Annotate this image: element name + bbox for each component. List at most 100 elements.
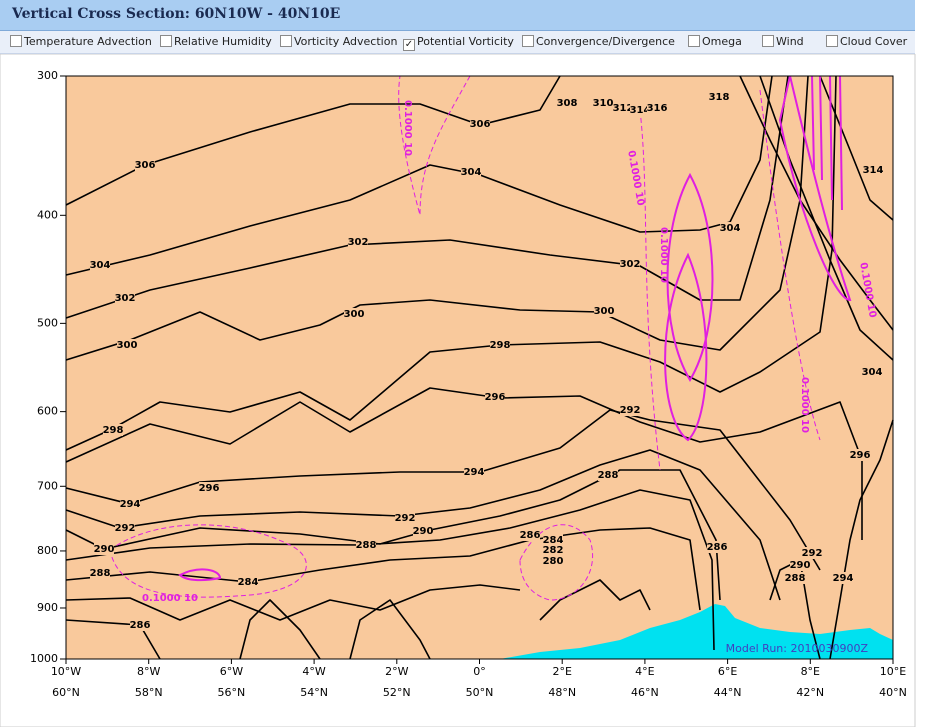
contour-label: 304 [862, 367, 883, 378]
x-tick-label: 4°W [302, 665, 325, 678]
y-tick-label: 400 [37, 208, 58, 221]
isentrope [819, 75, 894, 221]
contour-label: 282 [543, 545, 564, 556]
y-tick-label: 500 [37, 316, 58, 329]
checkbox[interactable] [522, 35, 534, 47]
contour-label-bg [117, 339, 137, 351]
contour-label-bg [543, 555, 563, 567]
contour-label-bg [613, 102, 633, 114]
contour-label-bg [461, 166, 481, 178]
x-tick-label: 8°W [137, 665, 160, 678]
isentrope [739, 75, 894, 331]
contour-label: 284 [238, 577, 259, 588]
terrain [500, 604, 893, 659]
isentrope [539, 579, 651, 621]
option-checkbox[interactable]: Omega [688, 35, 742, 48]
x-tick-label-lat: 44°N [714, 686, 742, 699]
contour-label: 310 [593, 98, 614, 109]
x-tick-label-lat: 50°N [466, 686, 494, 699]
option-checkbox[interactable]: Convergence/Divergence [522, 35, 675, 48]
contour-label-bg [103, 424, 123, 436]
option-label[interactable]: Potential Vorticity [417, 35, 514, 48]
x-tick-label: 6°E [718, 665, 737, 678]
contour-label-bg [594, 305, 614, 317]
checkbox[interactable] [762, 35, 774, 47]
checkbox[interactable] [280, 35, 292, 47]
checkbox[interactable] [688, 35, 700, 47]
annotation: Model Run: 2010030900Z [726, 642, 869, 655]
option-label[interactable]: Wind [776, 35, 804, 48]
contour-label: 286 [130, 620, 151, 631]
isentrope [65, 489, 715, 651]
contour-label: 292 [620, 405, 641, 416]
contour-label: 294 [833, 573, 854, 584]
contour-label: 312 [613, 103, 634, 114]
contour-label: 302 [115, 293, 136, 304]
pv-contour [664, 252, 708, 442]
checkbox[interactable] [160, 35, 172, 47]
isentrope [65, 75, 561, 206]
pv-contour [666, 172, 714, 382]
option-checkbox[interactable]: Vorticity Advection [280, 35, 397, 48]
x-tick-label-lat: 54°N [300, 686, 328, 699]
pv-contour [778, 75, 852, 302]
chart: 3063043023002982942962922902882842863023… [0, 54, 916, 727]
contour-label-bg [115, 522, 135, 534]
contour-label-bg [90, 259, 110, 271]
option-checkbox[interactable]: Relative Humidity [160, 35, 272, 48]
contour-label: 296 [199, 483, 220, 494]
contour-label-bg [94, 543, 114, 555]
option-checkbox[interactable]: Wind [762, 35, 804, 48]
option-label[interactable]: Temperature Advection [24, 35, 152, 48]
options-bar: Temperature Advection Relative Humidity Vo… [0, 31, 915, 54]
x-tick-label-lat: 58°N [135, 686, 163, 699]
pv-label: 0.1000 10 [402, 100, 413, 156]
isentrope [65, 469, 721, 601]
checkbox[interactable]: ✓ [403, 39, 415, 51]
option-checkbox[interactable]: Temperature Advection [10, 35, 152, 48]
y-tick-label: 600 [37, 405, 58, 418]
option-label[interactable]: Omega [702, 35, 742, 48]
contour-label-bg [790, 559, 810, 571]
contour-label-bg [620, 258, 640, 270]
option-label[interactable]: Vorticity Advection [294, 35, 398, 48]
isentrope [239, 599, 321, 660]
option-label[interactable]: Convergence/Divergence [536, 35, 675, 48]
contour-label-bg [598, 469, 618, 481]
pv-contour [639, 89, 821, 471]
option-label[interactable]: Relative Humidity [174, 35, 272, 48]
x-tick-label-lat: 40°N [879, 686, 907, 699]
contour-label: 314 [863, 165, 884, 176]
checkbox[interactable] [826, 35, 838, 47]
contour-label-bg [348, 236, 368, 248]
contour-label-bg [785, 572, 805, 584]
contour-label-bg [647, 102, 667, 114]
contour-label-bg [862, 366, 882, 378]
contour-label-bg [470, 118, 490, 130]
checkbox[interactable] [10, 35, 22, 47]
contour-label-bg [620, 404, 640, 416]
isentrope [829, 419, 894, 660]
isentrope [349, 599, 431, 660]
x-tick-label-lat: 56°N [218, 686, 246, 699]
option-checkbox[interactable]: ✓ Potential Vorticity [403, 35, 514, 51]
contour-label: 290 [413, 526, 434, 537]
contour-label: 288 [356, 540, 377, 551]
contour-label: 288 [90, 568, 111, 579]
contour-label-bg [356, 539, 376, 551]
contour-label-bg [709, 91, 729, 103]
contour-label: 290 [94, 544, 115, 555]
contour-label-bg [863, 164, 883, 176]
contour-label: 304 [90, 260, 111, 271]
x-tick-label-lat: 42°N [796, 686, 824, 699]
contour-label-bg [199, 482, 219, 494]
option-label[interactable]: Cloud Cover [840, 35, 908, 48]
contour-label: 286 [520, 530, 541, 541]
y-tick-label: 900 [37, 601, 58, 614]
option-checkbox[interactable]: Cloud Cover [826, 35, 907, 48]
x-tick-label-lat: 60°N [52, 686, 80, 699]
x-tick-label: 8°E [801, 665, 820, 678]
contour-label: 284 [543, 535, 564, 546]
contour-label-bg [485, 391, 505, 403]
isentrope [65, 584, 521, 621]
